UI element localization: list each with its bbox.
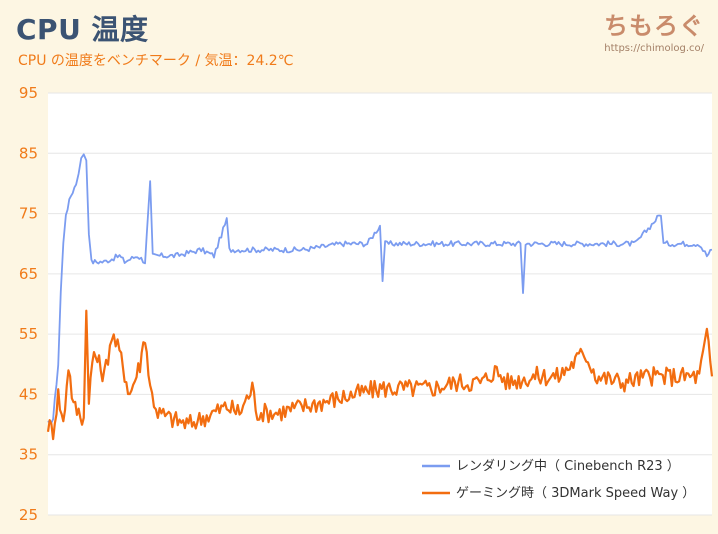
- page-subtitle: CPU の温度をベンチマーク / 気温：24.2℃: [18, 53, 294, 69]
- y-tick-label: 35: [19, 446, 38, 464]
- logo-text: ちもろぐ: [604, 12, 704, 40]
- y-tick-label: 85: [19, 144, 38, 162]
- legend: レンダリング中（ Cinebench R23 ） ゲーミング時（ 3DMark S…: [422, 459, 695, 501]
- logo-url: https://chimolog.co/: [604, 43, 704, 54]
- legend-label-1: ゲーミング時（ 3DMark Speed Way ）: [456, 486, 695, 501]
- y-tick-label: 25: [19, 506, 38, 524]
- series-group: [46, 153, 714, 441]
- y-tick-label: 75: [19, 205, 38, 223]
- y-axis-ticks: 95 85 75 65 55 45 35 25: [19, 84, 38, 524]
- site-logo[interactable]: ちもろぐ https://chimolog.co/: [604, 6, 704, 54]
- y-tick-label: 95: [19, 84, 38, 102]
- y-tick-label: 45: [19, 385, 38, 403]
- page-title: CPU 温度: [16, 13, 149, 46]
- plot-area: [48, 93, 712, 515]
- series-line-0: [47, 153, 713, 424]
- y-tick-label: 55: [19, 325, 38, 343]
- grid-lines: [48, 92, 712, 516]
- series-line-1: [46, 309, 714, 441]
- y-tick-label: 65: [19, 265, 38, 283]
- legend-label-0: レンダリング中（ Cinebench R23 ）: [456, 459, 680, 474]
